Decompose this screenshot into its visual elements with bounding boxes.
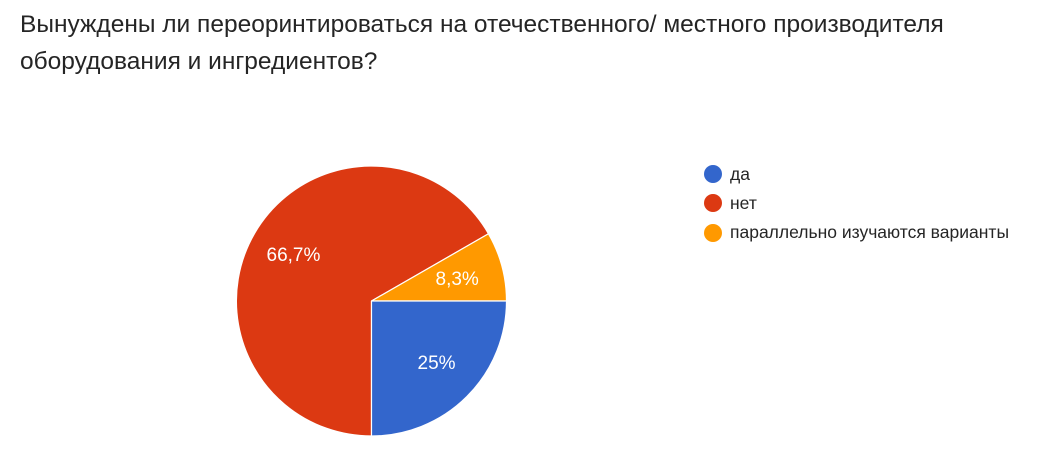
svg-text:25%: 25% <box>418 353 456 374</box>
svg-text:8,3%: 8,3% <box>436 269 479 290</box>
svg-text:66,7%: 66,7% <box>267 245 321 266</box>
